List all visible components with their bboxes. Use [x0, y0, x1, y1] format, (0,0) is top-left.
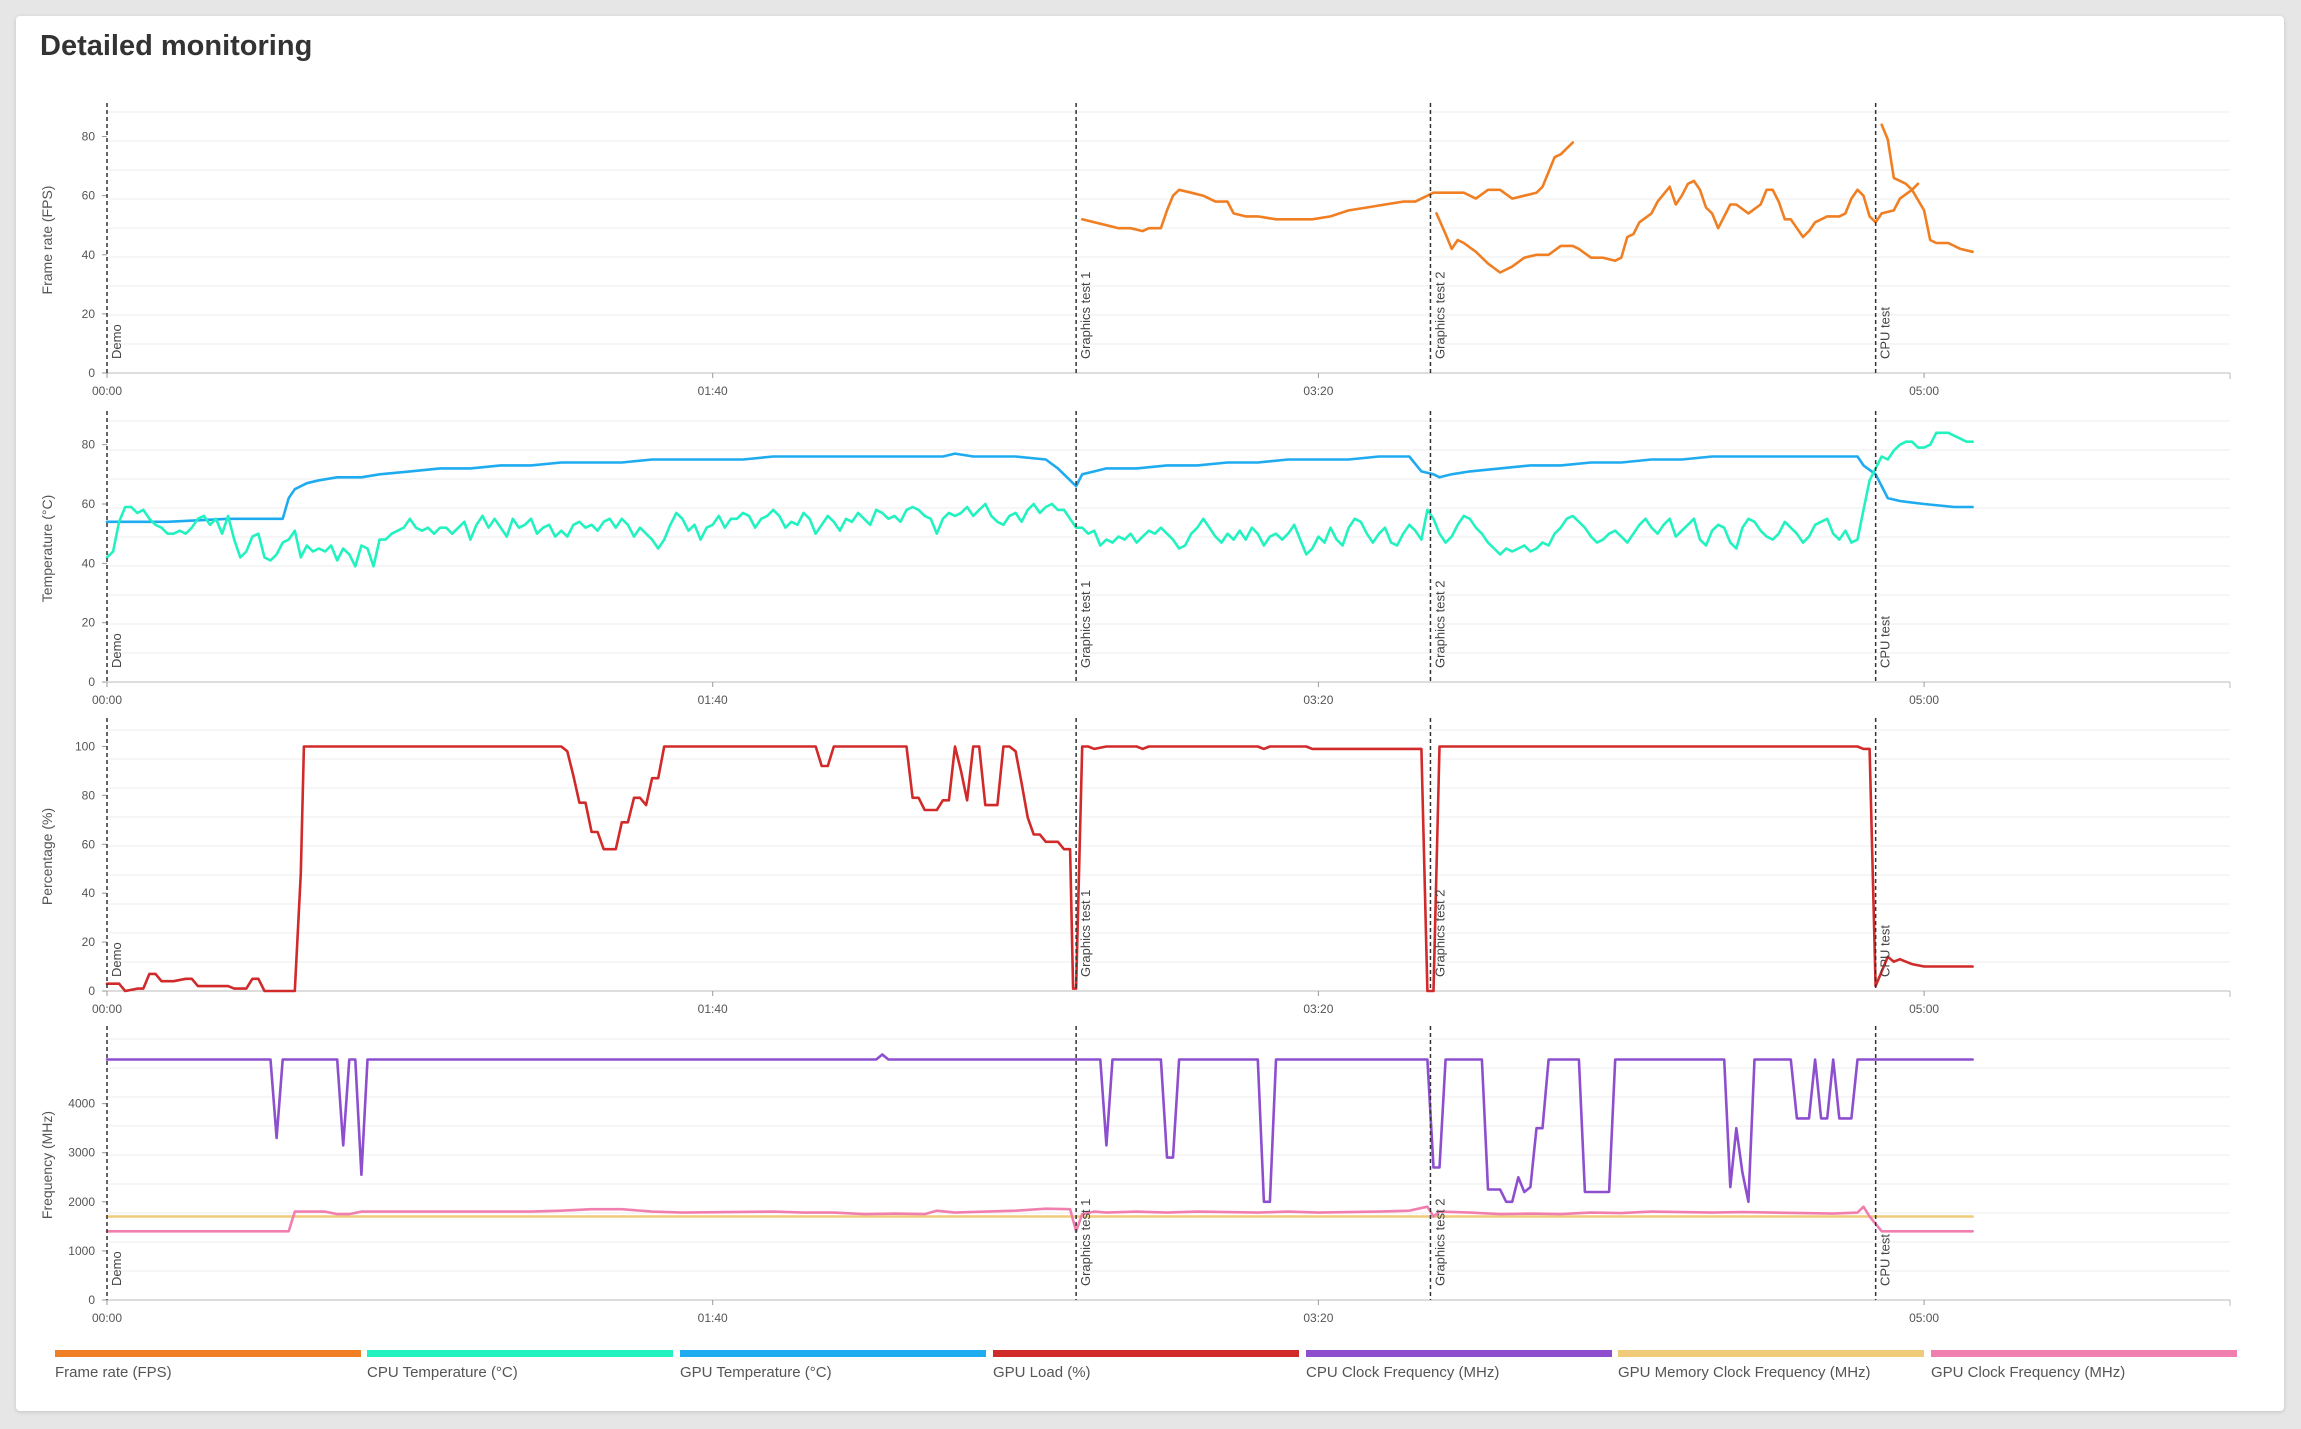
y-tick-label: 40 [82, 556, 96, 570]
x-tick-label: 03:20 [1303, 1002, 1333, 1016]
y-tick-label: 80 [82, 130, 96, 144]
event-marker-label: Graphics test 1 [1078, 1199, 1093, 1286]
y-tick-label: 40 [82, 248, 96, 262]
chart-panel-3: 0 20 40 60 80 100 Percentage (%) 00:00 01:40 03:2… [39, 718, 2231, 1016]
legend-label: Frame rate (FPS) [55, 1364, 172, 1381]
legend-swatch [55, 1350, 361, 1357]
legend-item-cpu-clock[interactable]: CPU Clock Frequency (MHz) [1306, 1350, 1612, 1381]
x-tick-label: 03:20 [1303, 693, 1333, 707]
page-title: Detailed monitoring [40, 30, 313, 62]
series-line-cpu-temperature-c [105, 431, 1974, 568]
event-marker-label: Demo [109, 324, 124, 359]
series-line-gpu-load [105, 745, 1974, 993]
event-marker-label: Graphics test 1 [1078, 581, 1093, 668]
legend-item-gpu-clock[interactable]: GPU Clock Frequency (MHz) [1931, 1350, 2237, 1381]
x-tick-label: 05:00 [1909, 693, 1939, 707]
x-tick-label: 00:00 [92, 1002, 122, 1016]
event-marker-label: CPU test [1878, 925, 1893, 977]
y-tick-label: 3000 [68, 1146, 95, 1160]
legend-item-frame-rate[interactable]: Frame rate (FPS) [55, 1350, 361, 1381]
legend-label: CPU Clock Frequency (MHz) [1306, 1364, 1500, 1381]
y-tick-label: 100 [75, 739, 95, 753]
legend-label: GPU Memory Clock Frequency (MHz) [1618, 1364, 1871, 1381]
legend-swatch [1931, 1350, 2237, 1357]
event-marker-label: Graphics test 1 [1078, 272, 1093, 359]
legend-label: GPU Temperature (°C) [680, 1364, 832, 1381]
x-tick-label: 01:40 [698, 384, 728, 398]
y-tick-label: 80 [82, 438, 96, 452]
monitoring-card [16, 16, 2284, 1411]
chart-panel-2: 0 20 40 60 80 Temperature (°C) 00:00 01:40 03:20… [39, 411, 2231, 707]
x-tick-label: 03:20 [1303, 1311, 1333, 1325]
series-line-frame-rate-fps [1880, 123, 1974, 254]
y-tick-label: 4000 [68, 1097, 95, 1111]
y-tick-label: 0 [88, 675, 95, 689]
event-marker-label: CPU test [1878, 307, 1893, 359]
legend-swatch [680, 1350, 986, 1357]
event-marker-label: CPU test [1878, 1234, 1893, 1286]
legend-label: GPU Load (%) [993, 1364, 1091, 1381]
y-axis-label: Frequency (MHz) [39, 1111, 55, 1219]
x-tick-label: 03:20 [1303, 384, 1333, 398]
chart-panel-1: 0 20 40 60 80 Frame rate (FPS) 00:00 01:40 03:20… [39, 103, 2231, 398]
y-axis-label: Percentage (%) [39, 808, 55, 905]
x-tick-label: 00:00 [92, 384, 122, 398]
y-tick-label: 20 [82, 616, 96, 630]
event-marker-label: Demo [109, 942, 124, 977]
y-tick-label: 40 [82, 886, 96, 900]
legend-item-cpu-temperature[interactable]: CPU Temperature (°C) [367, 1350, 673, 1381]
y-tick-label: 1000 [68, 1244, 95, 1258]
event-marker-label: Graphics test 2 [1432, 272, 1447, 359]
y-tick-label: 0 [88, 1293, 95, 1307]
x-tick-label: 01:40 [698, 1311, 728, 1325]
x-tick-label: 00:00 [92, 693, 122, 707]
y-axis-label: Frame rate (FPS) [39, 186, 55, 295]
event-marker-label: Graphics test 2 [1432, 1199, 1447, 1286]
x-tick-label: 05:00 [1909, 1002, 1939, 1016]
legend-swatch [1618, 1350, 1924, 1357]
series-line-gpu-temperature-c [105, 452, 1974, 524]
legend-swatch [367, 1350, 673, 1357]
x-tick-label: 05:00 [1909, 384, 1939, 398]
y-tick-label: 2000 [68, 1195, 95, 1209]
x-tick-label: 05:00 [1909, 1311, 1939, 1325]
series-line-gpu-clock-frequency-mhz [105, 1205, 1974, 1233]
x-tick-label: 00:00 [92, 1311, 122, 1325]
y-tick-label: 0 [88, 984, 95, 998]
event-marker-label: Graphics test 2 [1432, 581, 1447, 668]
legend-item-gpu-load[interactable]: GPU Load (%) [993, 1350, 1299, 1381]
series-line-frame-rate-fps [1435, 179, 1920, 274]
event-marker-label: Graphics test 2 [1432, 890, 1447, 977]
event-marker-label: CPU test [1878, 616, 1893, 668]
y-tick-label: 60 [82, 497, 96, 511]
y-tick-label: 0 [88, 366, 95, 380]
y-tick-label: 20 [82, 935, 96, 949]
legend-swatch [1306, 1350, 1612, 1357]
y-tick-label: 80 [82, 788, 96, 802]
y-axis-label: Temperature (°C) [39, 495, 55, 603]
y-tick-label: 20 [82, 307, 96, 321]
legend-item-gpu-temperature[interactable]: GPU Temperature (°C) [680, 1350, 986, 1381]
legend-swatch [993, 1350, 1299, 1357]
legend-label: GPU Clock Frequency (MHz) [1931, 1364, 2126, 1381]
y-tick-label: 60 [82, 837, 96, 851]
y-tick-label: 60 [82, 189, 96, 203]
event-marker-label: Demo [109, 633, 124, 668]
x-tick-label: 01:40 [698, 1002, 728, 1016]
legend-label: CPU Temperature (°C) [367, 1364, 518, 1381]
event-marker-label: Graphics test 1 [1078, 890, 1093, 977]
x-tick-label: 01:40 [698, 693, 728, 707]
series-line-cpu-clock-frequency-mhz [105, 1053, 1974, 1204]
series-line-frame-rate-fps [1080, 141, 1575, 233]
chart-panel-4: 0 1000 2000 3000 4000 Frequency (MHz) 00:00 01:… [39, 1026, 2231, 1325]
legend-item-gpu-memory-clock[interactable]: GPU Memory Clock Frequency (MHz) [1618, 1350, 1924, 1381]
event-marker-label: Demo [109, 1251, 124, 1286]
